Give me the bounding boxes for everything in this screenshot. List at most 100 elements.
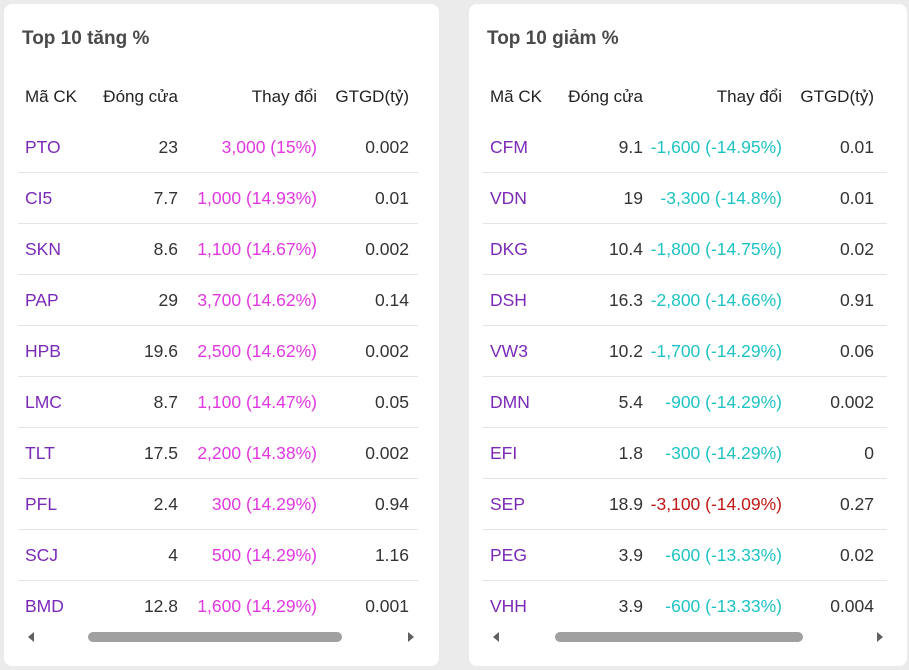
horizontal-scrollbar[interactable] [22, 626, 420, 648]
close-price: 10.2 [608, 341, 643, 361]
header-value[interactable]: GTGD(tỷ) [800, 87, 874, 106]
close-price: 1.8 [618, 443, 643, 463]
table-row[interactable]: DKG 10.4 -1,800 (-14.75%) 0.02 [483, 224, 887, 275]
table-row[interactable]: CFM 9.1 -1,600 (-14.95%) 0.01 [483, 122, 887, 173]
price-change: -2,800 (-14.66%) [650, 290, 782, 310]
gainers-rows: PTO 23 3,000 (15%) 0.002 CI5 7.7 1,000 (14.93%… [18, 122, 418, 622]
table-row[interactable]: CI5 7.7 1,000 (14.93%) 0.01 [18, 173, 418, 224]
close-price: 3.9 [618, 596, 643, 616]
table-row[interactable]: PEG 3.9 -600 (-13.33%) 0.02 [483, 530, 887, 581]
symbol-link[interactable]: CI5 [25, 188, 53, 208]
price-change: 1,100 (14.47%) [197, 392, 317, 412]
header-close[interactable]: Đóng cửa [103, 87, 178, 106]
header-change[interactable]: Thay đổi [716, 87, 782, 106]
panel-title: Top 10 giảm % [487, 28, 619, 49]
symbol-link[interactable]: DSH [490, 290, 527, 310]
trade-value: 0.94 [374, 494, 409, 514]
symbol-link[interactable]: SCJ [25, 545, 59, 565]
symbol-link[interactable]: VDN [490, 188, 527, 208]
table-row[interactable]: VHH 3.9 -600 (-13.33%) 0.004 [483, 581, 887, 622]
table-row[interactable]: VW3 10.2 -1,700 (-14.29%) 0.06 [483, 326, 887, 377]
table-row[interactable]: PAP 29 3,700 (14.62%) 0.14 [18, 275, 418, 326]
trade-value: 0.02 [839, 239, 874, 259]
table-row[interactable]: DSH 16.3 -2,800 (-14.66%) 0.91 [483, 275, 887, 326]
scroll-right-icon[interactable] [408, 632, 414, 642]
table-row[interactable]: EFI 1.8 -300 (-14.29%) 0 [483, 428, 887, 479]
header-value[interactable]: GTGD(tỷ) [335, 87, 409, 106]
horizontal-scrollbar[interactable] [487, 626, 889, 648]
table-row[interactable]: PTO 23 3,000 (15%) 0.002 [18, 122, 418, 173]
table-row[interactable]: HPB 19.6 2,500 (14.62%) 0.002 [18, 326, 418, 377]
symbol-link[interactable]: TLT [25, 443, 55, 463]
scroll-right-icon[interactable] [877, 632, 883, 642]
close-price: 5.4 [618, 392, 643, 412]
trade-value: 0.002 [365, 137, 409, 157]
table-row[interactable]: TLT 17.5 2,200 (14.38%) 0.002 [18, 428, 418, 479]
trade-value: 0.27 [839, 494, 874, 514]
trade-value: 1.16 [374, 545, 409, 565]
price-change: -1,600 (-14.95%) [650, 137, 782, 157]
table-row[interactable]: BMD 12.8 1,600 (14.29%) 0.001 [18, 581, 418, 622]
symbol-link[interactable]: PAP [25, 290, 59, 310]
table-row[interactable]: PFL 2.4 300 (14.29%) 0.94 [18, 479, 418, 530]
table-row[interactable]: VDN 19 -3,300 (-14.8%) 0.01 [483, 173, 887, 224]
symbol-link[interactable]: SKN [25, 239, 61, 259]
scrollbar-thumb[interactable] [88, 632, 342, 642]
table-row[interactable]: SCJ 4 500 (14.29%) 1.16 [18, 530, 418, 581]
trade-value: 0.02 [839, 545, 874, 565]
losers-rows: CFM 9.1 -1,600 (-14.95%) 0.01 VDN 19 -3,300 (-… [483, 122, 887, 622]
trade-value: 0.002 [365, 443, 409, 463]
symbol-link[interactable]: LMC [25, 392, 62, 412]
losers-table: Mã CK Đóng cửa Thay đổi GTGD(tỷ) CFM 9.1-… [483, 72, 887, 622]
table-scroll-area[interactable]: Mã CK Đóng cửa Thay đổi GTGD(tỷ) | PTO 23… [18, 72, 418, 622]
symbol-link[interactable]: SEP [490, 494, 526, 514]
close-price: 16.3 [608, 290, 643, 310]
symbol-link[interactable]: BMD [25, 596, 64, 616]
price-change: -3,100 (-14.09%) [650, 494, 782, 514]
trade-value: 0 [864, 443, 874, 463]
trade-value: 0.001 [365, 596, 409, 616]
close-price: 18.9 [608, 494, 643, 514]
price-change: 1,600 (14.29%) [197, 596, 317, 616]
table-row[interactable]: DMN 5.4 -900 (-14.29%) 0.002 [483, 377, 887, 428]
symbol-link[interactable]: PEG [490, 545, 527, 565]
table-row[interactable]: SKN 8.6 1,100 (14.67%) 0.002 [18, 224, 418, 275]
table-header-row: Mã CK Đóng cửa Thay đổi GTGD(tỷ) | [18, 72, 418, 122]
symbol-link[interactable]: PFL [25, 494, 58, 514]
symbol-link[interactable]: VW3 [490, 341, 528, 361]
symbol-link[interactable]: DKG [490, 239, 528, 259]
close-price: 19 [623, 188, 643, 208]
table-row[interactable]: LMC 8.7 1,100 (14.47%) 0.05 [18, 377, 418, 428]
close-price: 10.4 [608, 239, 643, 259]
price-change: 3,000 (15%) [221, 137, 317, 157]
table-header-row: Mã CK Đóng cửa Thay đổi GTGD(tỷ) [483, 72, 887, 122]
symbol-link[interactable]: HPB [25, 341, 61, 361]
symbol-link[interactable]: DMN [490, 392, 530, 412]
trade-value: 0.002 [365, 239, 409, 259]
scrollbar-thumb[interactable] [555, 632, 803, 642]
price-change: 1,000 (14.93%) [197, 188, 317, 208]
scroll-left-icon[interactable] [28, 632, 34, 642]
trade-value: 0.01 [839, 188, 874, 208]
trade-value: 0.002 [365, 341, 409, 361]
price-change: -1,800 (-14.75%) [650, 239, 782, 259]
symbol-link[interactable]: EFI [490, 443, 518, 463]
scroll-left-icon[interactable] [493, 632, 499, 642]
symbol-link[interactable]: VHH [490, 596, 527, 616]
close-price: 8.7 [153, 392, 178, 412]
close-price: 19.6 [143, 341, 178, 361]
panel-title: Top 10 tăng % [22, 28, 150, 49]
header-symbol[interactable]: Mã CK [25, 87, 77, 106]
close-price: 23 [158, 137, 178, 157]
close-price: 8.6 [153, 239, 178, 259]
header-change[interactable]: Thay đổi [251, 87, 317, 106]
header-close[interactable]: Đóng cửa [568, 87, 643, 106]
symbol-link[interactable]: CFM [490, 137, 528, 157]
table-row[interactable]: SEP 18.9 -3,100 (-14.09%) 0.27 [483, 479, 887, 530]
symbol-link[interactable]: PTO [25, 137, 61, 157]
trade-value: 0.05 [374, 392, 409, 412]
header-symbol[interactable]: Mã CK [490, 87, 542, 106]
price-change: 300 (14.29%) [211, 494, 317, 514]
price-change: -600 (-13.33%) [665, 596, 782, 616]
table-scroll-area[interactable]: Mã CK Đóng cửa Thay đổi GTGD(tỷ) CFM 9.1-… [483, 72, 887, 622]
